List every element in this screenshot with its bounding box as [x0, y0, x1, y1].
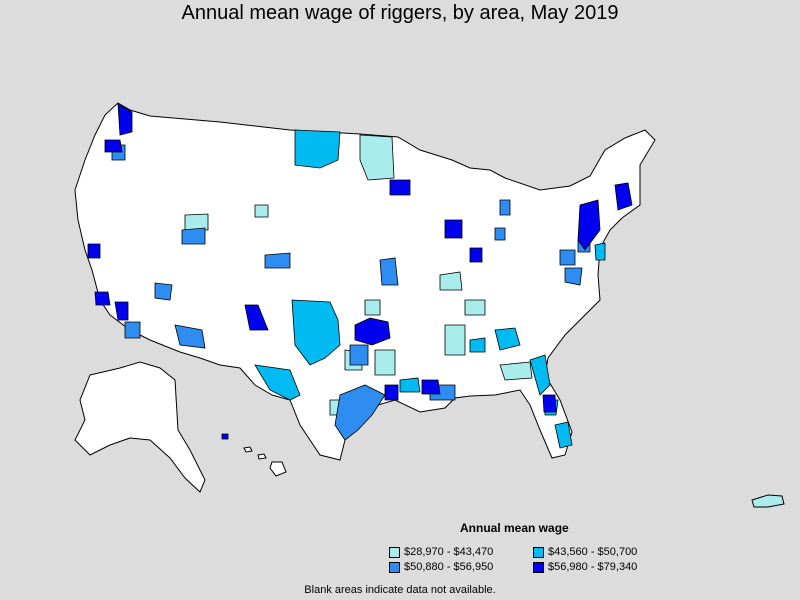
shaded-areas	[87, 103, 633, 449]
legend-label-bin1: $28,970 - $43,470	[404, 546, 494, 558]
puerto-rico	[751, 494, 785, 508]
legend-label-bin4: $56,980 - $79,340	[548, 561, 638, 573]
map-title: Annual mean wage of riggers, by area, Ma…	[181, 2, 619, 24]
legend-label-bin2: $43,560 - $50,700	[548, 546, 638, 558]
blank-areas-note: Blank areas indicate data not available.	[304, 584, 496, 596]
legend-swatch-bin3	[389, 561, 400, 573]
legend-item-bin3: $50,880 - $56,950	[389, 561, 493, 573]
legend-swatch-bin4	[533, 561, 544, 573]
legend-label-bin3: $50,880 - $56,950	[404, 561, 494, 573]
legend-swatch-bin2	[533, 546, 544, 558]
alaska	[74, 361, 206, 493]
legend-title: Annual mean wage	[460, 521, 569, 535]
legend-swatch-bin1	[389, 546, 400, 558]
legend-item-bin1: $28,970 - $43,470	[389, 546, 493, 558]
legend-item-bin4: $56,980 - $79,340	[533, 561, 637, 573]
hawaii	[243, 446, 287, 477]
legend-item-bin2: $43,560 - $50,700	[533, 546, 637, 558]
